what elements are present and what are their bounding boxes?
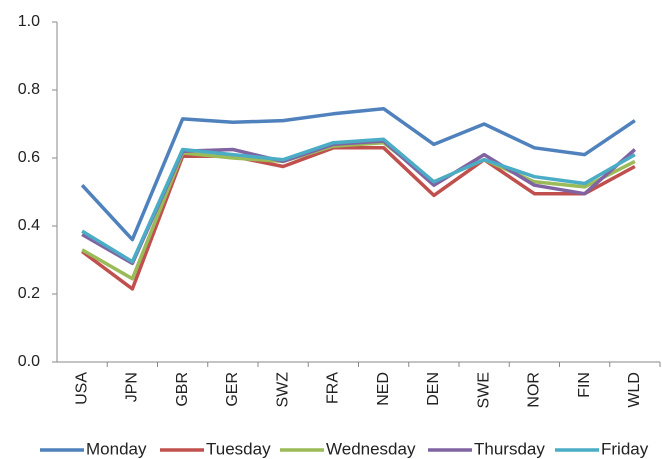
x-tick-label: DEN <box>425 372 442 406</box>
legend-label: Monday <box>86 439 147 458</box>
series-line <box>81 146 636 291</box>
x-tick-label: SWZ <box>274 372 291 408</box>
series-line <box>81 137 636 264</box>
x-tick-label: FIN <box>576 372 593 398</box>
x-tick-label: JPN <box>124 372 141 402</box>
y-tick-label: 0.2 <box>18 285 40 302</box>
legend-label: Thursday <box>474 439 545 458</box>
x-tick-label: WLD <box>626 372 643 408</box>
x-tick-label: NOR <box>526 372 543 408</box>
legend-label: Tuesday <box>206 439 271 458</box>
x-tick-label: FRA <box>325 372 342 404</box>
y-tick-label: 0.8 <box>18 81 40 98</box>
x-tick-label: USA <box>73 372 90 405</box>
y-tick-label: 0.0 <box>18 353 40 370</box>
legend-label: Friday <box>601 439 649 458</box>
y-tick-label: 0.4 <box>18 217 40 234</box>
x-tick-label: GBR <box>174 372 191 407</box>
y-tick-label: 0.6 <box>18 149 40 166</box>
series-line <box>80 106 636 242</box>
x-tick-label: SWE <box>475 372 492 408</box>
x-tick-label: NED <box>375 372 392 406</box>
x-tick-label: GER <box>224 372 241 407</box>
y-tick-label: 1.0 <box>18 13 40 30</box>
legend-label: Wednesday <box>326 439 416 458</box>
